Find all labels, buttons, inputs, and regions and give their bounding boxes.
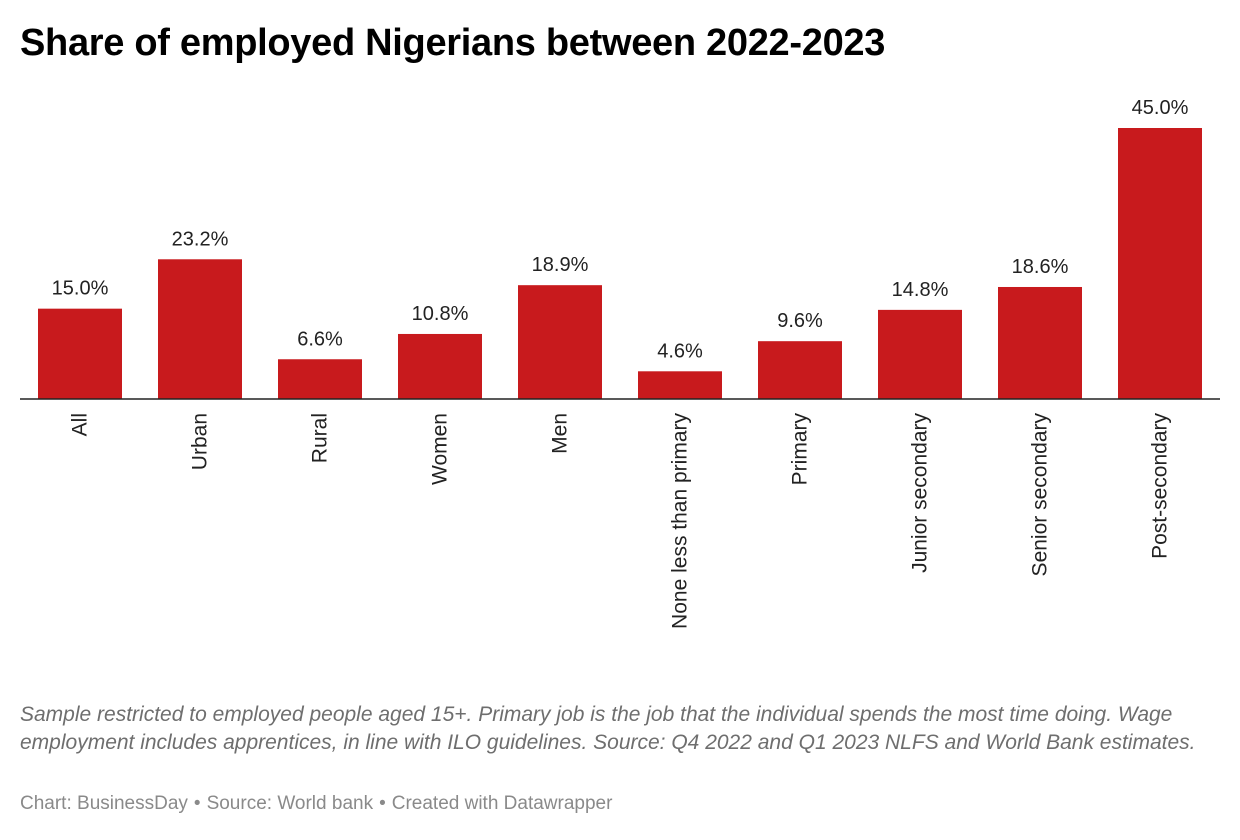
bar-value-label: 23.2% (172, 228, 229, 250)
bar-value-label: 18.9% (532, 254, 589, 276)
bar (878, 309, 962, 399)
source-credit: Source: World bank (206, 793, 374, 814)
bar (1118, 128, 1202, 399)
bar (158, 259, 242, 399)
chart-footer: Chart: BusinessDay • Source: World bank • Cr… (20, 793, 612, 815)
footer-separator: • (379, 793, 386, 814)
bar (998, 286, 1082, 399)
category-label: Primary (789, 413, 812, 486)
category-labels-group: All Urban Rural Women Men None less than prim… (69, 413, 1172, 629)
category-label: Rural (309, 413, 332, 463)
bar (638, 371, 722, 399)
bar (278, 359, 362, 399)
value-labels-group: 15.0% 23.2% 6.6% 10.8% 18.9% 4.6% 9.6% 14.8% 18.… (52, 97, 1189, 362)
category-label: Men (549, 413, 572, 454)
bar-value-label: 15.0% (52, 278, 109, 300)
chart-notes: Sample restricted to employed people age… (20, 703, 1196, 754)
category-label: Post-secondary (1149, 413, 1172, 559)
bar (398, 333, 482, 399)
bar (38, 308, 122, 399)
bar-value-label: 4.6% (657, 340, 703, 362)
bar (758, 341, 842, 399)
chart-credit: Chart: BusinessDay (20, 793, 188, 814)
bar-value-label: 45.0% (1132, 97, 1189, 119)
bar-value-label: 9.6% (777, 310, 823, 332)
bar (518, 285, 602, 399)
bar-value-label: 6.6% (297, 328, 343, 350)
category-label: Women (429, 413, 452, 485)
category-label: All (69, 413, 92, 436)
category-label: Junior secondary (909, 413, 932, 573)
bar-value-label: 14.8% (892, 279, 949, 301)
category-label: None less than primary (669, 413, 692, 629)
chart-title: Share of employed Nigerians between 2022… (20, 22, 886, 64)
category-label: Senior secondary (1029, 413, 1052, 577)
bars-group (38, 128, 1202, 399)
bar-value-label: 10.8% (412, 303, 469, 325)
category-label: Urban (189, 413, 212, 470)
footer-separator: • (193, 793, 201, 814)
bar-value-label: 18.6% (1012, 256, 1069, 278)
bar-chart: 15.0% 23.2% 6.6% 10.8% 18.9% 4.6% 9.6% 14.8% 18.… (20, 97, 1220, 629)
tool-credit: Created with Datawrapper (391, 793, 613, 814)
